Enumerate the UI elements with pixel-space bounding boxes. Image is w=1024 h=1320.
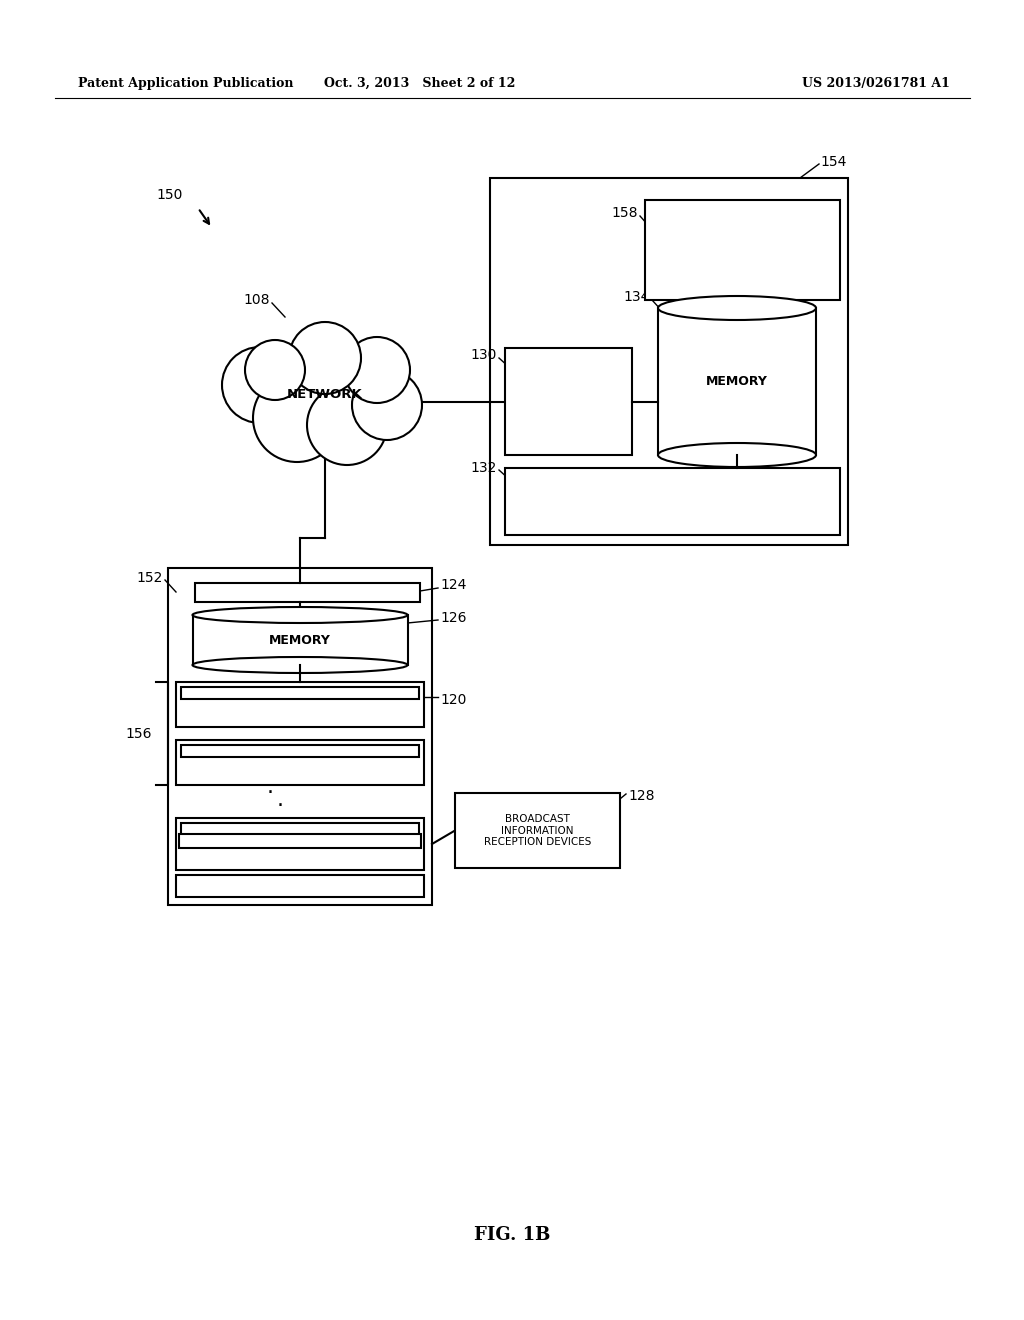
Bar (181, 686, 419, 700)
Text: ·: · (266, 783, 273, 803)
Text: 156: 156 (126, 726, 152, 741)
Text: 154: 154 (820, 154, 847, 169)
Bar (505, 469, 840, 535)
Text: FIG. 1B: FIG. 1B (474, 1226, 550, 1243)
Bar (490, 178, 848, 545)
Text: Oct. 3, 2013   Sheet 2 of 12: Oct. 3, 2013 Sheet 2 of 12 (325, 77, 516, 90)
Circle shape (222, 347, 298, 422)
Text: Patent Application Publication: Patent Application Publication (78, 77, 294, 90)
Bar (455, 793, 620, 869)
Bar (176, 818, 424, 870)
Circle shape (344, 337, 410, 403)
Bar (168, 568, 432, 906)
Bar (645, 201, 840, 300)
Bar (181, 744, 419, 756)
Bar (176, 682, 424, 727)
Bar (193, 615, 408, 665)
Bar (176, 875, 424, 898)
Bar (181, 822, 419, 836)
Text: 120: 120 (440, 693, 466, 708)
Circle shape (289, 322, 361, 393)
Text: 124: 124 (440, 578, 466, 591)
Circle shape (253, 374, 341, 462)
Ellipse shape (193, 657, 408, 673)
Bar (179, 834, 421, 847)
Bar (658, 308, 816, 455)
Text: 132: 132 (471, 461, 497, 475)
Bar (176, 741, 424, 785)
Ellipse shape (193, 607, 408, 623)
Circle shape (352, 370, 422, 440)
Text: US 2013/0261781 A1: US 2013/0261781 A1 (802, 77, 950, 90)
Text: NETWORK: NETWORK (287, 388, 362, 401)
Bar (505, 348, 632, 455)
Text: 134: 134 (624, 290, 650, 304)
Text: 150: 150 (157, 187, 183, 202)
Bar (195, 583, 420, 602)
Text: 158: 158 (611, 206, 638, 220)
Text: 126: 126 (440, 611, 467, 624)
Text: 120: 120 (216, 829, 243, 843)
Text: 130: 130 (471, 348, 497, 362)
Circle shape (307, 385, 387, 465)
Text: MEMORY: MEMORY (707, 375, 768, 388)
Circle shape (245, 341, 305, 400)
Text: 152: 152 (136, 572, 163, 585)
Text: MEMORY: MEMORY (269, 634, 331, 647)
Text: BROADCAST
INFORMATION
RECEPTION DEVICES: BROADCAST INFORMATION RECEPTION DEVICES (483, 814, 591, 847)
Text: ·: · (276, 796, 284, 816)
Ellipse shape (658, 444, 816, 467)
Text: 128: 128 (628, 789, 654, 803)
Ellipse shape (658, 296, 816, 319)
Text: 108: 108 (244, 293, 270, 308)
